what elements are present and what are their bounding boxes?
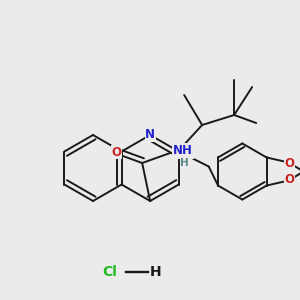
Text: N: N — [145, 128, 155, 142]
Text: O: O — [285, 173, 295, 186]
Text: NH: NH — [173, 145, 193, 158]
Text: Cl: Cl — [103, 265, 117, 279]
Text: H: H — [150, 265, 162, 279]
Text: H: H — [180, 158, 188, 168]
Text: O: O — [111, 146, 121, 158]
Text: O: O — [285, 157, 295, 170]
